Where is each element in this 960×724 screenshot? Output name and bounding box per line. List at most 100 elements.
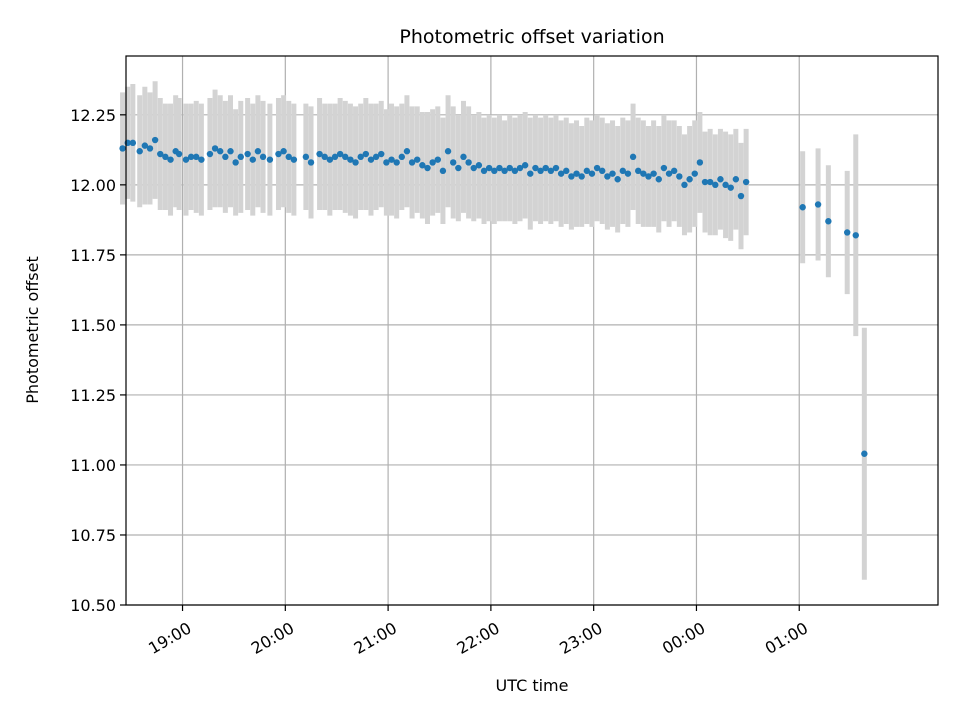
data-point (588, 170, 596, 177)
data-point (624, 170, 632, 177)
data-point (290, 156, 298, 163)
data-point (326, 156, 334, 163)
data-point (717, 176, 724, 183)
data-point (175, 150, 183, 158)
data-point (655, 176, 662, 183)
data-point (434, 156, 441, 163)
data-point (439, 167, 447, 175)
data-point (686, 176, 693, 183)
data-point (599, 167, 606, 175)
x-tick-label: 00:00 (659, 618, 708, 658)
data-point (532, 164, 539, 172)
data-point (206, 150, 214, 158)
data-point (516, 164, 524, 172)
y-tick-label: 12.25 (70, 106, 116, 125)
data-point (141, 142, 149, 149)
data-point (244, 150, 251, 158)
data-point (237, 153, 244, 161)
x-tick-label: 23:00 (556, 618, 605, 658)
data-point (444, 148, 452, 155)
data-point (527, 170, 534, 177)
data-point (676, 173, 683, 180)
data-point (670, 167, 678, 175)
data-point (614, 176, 621, 183)
data-point (388, 156, 395, 163)
data-point (691, 170, 698, 177)
data-point (583, 167, 591, 175)
data-point (844, 229, 851, 236)
data-point (635, 167, 642, 175)
data-point (357, 153, 364, 161)
data-point (222, 153, 229, 161)
plot-frame (125, 55, 939, 606)
data-point (336, 150, 344, 158)
data-point (307, 159, 315, 166)
data-point (129, 139, 137, 147)
data-point (424, 164, 431, 172)
x-tick-label: 19:00 (145, 618, 194, 658)
x-axis-label: UTC time (496, 676, 569, 695)
data-point (227, 148, 234, 155)
data-point (193, 153, 200, 161)
data-point (521, 162, 529, 169)
data-point (825, 218, 832, 225)
y-tick-label: 11.50 (70, 316, 116, 335)
data-point (485, 164, 493, 172)
data-point (696, 159, 704, 166)
data-point (568, 173, 575, 180)
data-point (701, 178, 709, 186)
data-point (429, 159, 436, 166)
data-point (619, 167, 626, 175)
data-point (712, 181, 719, 189)
data-point (275, 150, 282, 158)
data-point (650, 170, 657, 177)
data-point (266, 156, 274, 163)
data-point (480, 167, 488, 175)
x-tick-label: 01:00 (762, 618, 811, 658)
data-point (455, 164, 462, 172)
data-point (722, 181, 729, 189)
data-point (408, 159, 416, 166)
data-point (727, 184, 734, 191)
data-point (321, 153, 328, 161)
data-point (557, 170, 565, 177)
data-point (403, 148, 411, 155)
data-point (563, 167, 570, 175)
error-bars (120, 81, 867, 580)
y-axis-ticks: 10.50 10.75 11.00 11.25 11.50 11.75 12.00 12.25 (70, 106, 126, 615)
data-point (732, 176, 740, 183)
y-tick-label: 10.75 (70, 526, 116, 545)
data-point (852, 232, 859, 239)
data-point (259, 153, 267, 161)
data-point (254, 148, 262, 155)
data-point (316, 150, 323, 158)
y-tick-label: 12.00 (70, 176, 116, 195)
data-point (593, 164, 601, 172)
data-point (547, 167, 555, 175)
data-point (460, 153, 467, 161)
x-tick-label: 21:00 (351, 618, 400, 658)
data-point (511, 167, 519, 175)
data-point (496, 164, 503, 172)
data-point (119, 145, 126, 152)
data-point (367, 156, 375, 163)
data-point (799, 204, 806, 211)
data-point (419, 162, 426, 169)
y-tick-label: 11.75 (70, 246, 116, 265)
data-point (542, 164, 549, 172)
data-points (119, 136, 868, 457)
data-point (393, 159, 400, 166)
data-point (383, 159, 390, 166)
data-point (182, 156, 190, 163)
data-point (552, 164, 560, 172)
data-point (573, 170, 580, 177)
data-point (302, 153, 310, 161)
data-point (198, 156, 205, 163)
data-point (470, 164, 477, 172)
data-point (706, 178, 714, 186)
data-point (342, 153, 349, 161)
data-point (501, 167, 508, 175)
data-point (249, 156, 256, 163)
x-tick-label: 22:00 (453, 618, 502, 658)
